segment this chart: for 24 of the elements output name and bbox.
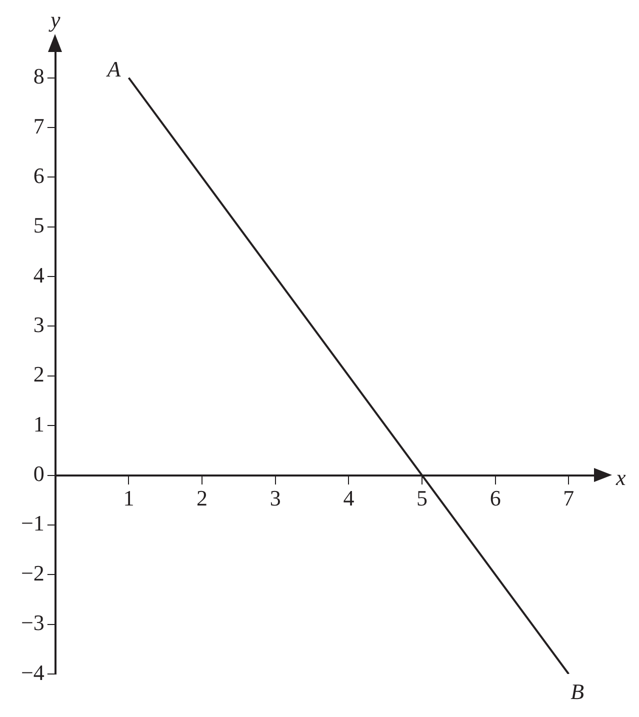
x-axis-title: x bbox=[615, 465, 626, 490]
y-tick-label: 0 bbox=[33, 461, 44, 486]
x-tick-label: 3 bbox=[270, 485, 281, 510]
y-tick-label: −3 bbox=[20, 610, 44, 636]
x-tick-label: 1 bbox=[123, 485, 134, 510]
y-tick-label: 8 bbox=[33, 64, 44, 89]
y-tick-label: 7 bbox=[33, 113, 44, 138]
y-tick-label: 5 bbox=[33, 212, 44, 238]
y-tick-label: −4 bbox=[20, 660, 44, 685]
annotation: A bbox=[105, 56, 122, 82]
x-tick-label: 5 bbox=[416, 485, 428, 510]
y-tick-label: 1 bbox=[33, 411, 44, 436]
y-tick-label: 2 bbox=[33, 362, 44, 387]
y-tick-label: 4 bbox=[33, 262, 44, 288]
x-tick-label: 4 bbox=[343, 485, 354, 510]
y-tick-label: −1 bbox=[20, 510, 44, 536]
x-tick-label: 6 bbox=[490, 485, 501, 510]
y-axis-title: y bbox=[48, 6, 61, 32]
x-tick-label: 2 bbox=[196, 485, 208, 510]
y-tick-label: 3 bbox=[33, 312, 44, 338]
x-tick-label: 7 bbox=[563, 485, 574, 510]
annotation: B bbox=[570, 678, 584, 704]
y-tick-label: −2 bbox=[20, 560, 44, 586]
y-tick-label: 6 bbox=[33, 162, 44, 188]
